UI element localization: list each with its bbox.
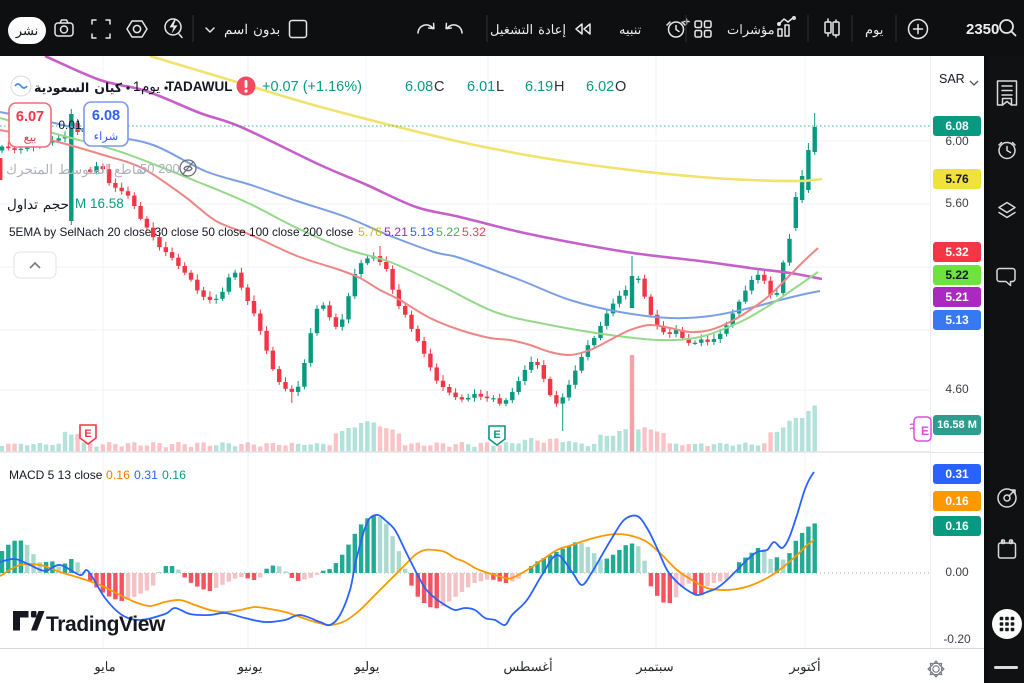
svg-text:1: 1 (133, 79, 141, 94)
svg-text:6.07: 6.07 (16, 109, 44, 125)
svg-text:50 200: 50 200 (140, 161, 180, 176)
svg-text:L: L (496, 79, 504, 95)
svg-text:5EMA by SelNach 20 close 30 cl: 5EMA by SelNach 20 close 30 close 50 clo… (9, 225, 354, 239)
svg-text:5.21: 5.21 (384, 225, 408, 239)
svg-text:6.08: 6.08 (405, 79, 433, 95)
svg-text:+0.07 (+1.16%): +0.07 (+1.16%) (262, 79, 362, 95)
svg-text:E: E (921, 424, 929, 438)
svg-text:6.02: 6.02 (586, 79, 614, 95)
svg-text:0.16: 0.16 (162, 468, 186, 482)
svg-text:5.32: 5.32 (462, 225, 486, 239)
svg-text:6.01: 6.01 (467, 79, 495, 95)
svg-text:0.01: 0.01 (58, 118, 82, 132)
svg-text:O: O (615, 79, 626, 95)
svg-text:0.16: 0.16 (106, 468, 130, 482)
svg-text:TradingView: TradingView (46, 613, 166, 636)
svg-text:TADAWUL: TADAWUL (166, 79, 233, 94)
svg-text:C: C (434, 79, 444, 95)
svg-text:6.08: 6.08 (92, 108, 120, 124)
svg-text:MACD 5 13 close: MACD 5 13 close (9, 468, 103, 482)
svg-text:5.22: 5.22 (436, 225, 460, 239)
svg-text:M 16.58: M 16.58 (75, 196, 124, 211)
svg-text:6.19: 6.19 (525, 79, 553, 95)
svg-text:5.13: 5.13 (410, 225, 434, 239)
svg-text:2350: 2350 (966, 21, 999, 38)
svg-text:H: H (554, 79, 564, 95)
svg-text:5.76: 5.76 (358, 225, 382, 239)
svg-text:E: E (493, 429, 500, 441)
svg-text:E: E (84, 428, 91, 440)
svg-text:0.31: 0.31 (134, 468, 158, 482)
